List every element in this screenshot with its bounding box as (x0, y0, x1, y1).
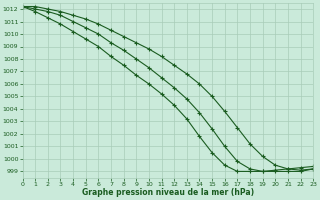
X-axis label: Graphe pression niveau de la mer (hPa): Graphe pression niveau de la mer (hPa) (82, 188, 254, 197)
